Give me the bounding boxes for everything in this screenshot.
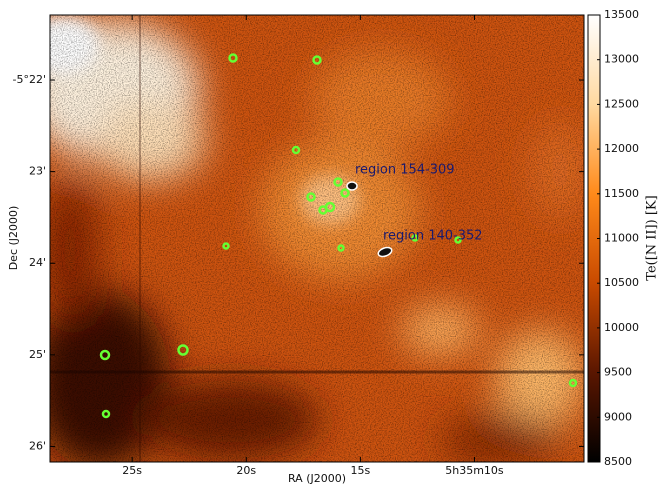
y-tick-label: 24' [29,256,46,269]
colorbar-tick-label: 9000 [604,410,632,423]
annotation: region 140-352 [383,229,483,244]
colorbar-tick-label: 13000 [604,53,639,66]
colorbar-tick-label: 10500 [604,276,639,289]
x-tick-label: 5h35m10s [445,464,504,477]
plot-frame [49,14,585,463]
y-tick-label: 26' [29,439,46,452]
colorbar-tick-label: 13500 [604,8,639,21]
annotation: region 154-309 [355,163,455,178]
colorbar-tick-label: 11000 [604,232,639,245]
colorbar-tick-label: 12000 [604,142,639,155]
x-axis-label: RA (J2000) [288,472,346,485]
colorbar-tick-label: 8500 [604,455,632,468]
colorbar-tick-label: 12500 [604,97,639,110]
colorbar-tick-label: 11500 [604,187,639,200]
x-tick-label: 20s [236,464,256,477]
y-tick-label: 25' [29,348,46,361]
y-tick-label: 23' [29,165,46,178]
colorbar-tick-label: 9500 [604,366,632,379]
x-tick-label: 25s [122,464,142,477]
colorbar-label: Te([N II]) [K] [645,195,660,280]
image [50,15,584,462]
y-axis-label: Dec (J2000) [7,206,20,271]
y-tick-label: -5°22' [13,73,47,86]
x-tick-label: 15s [350,464,370,477]
colorbar-tick-label: 10000 [604,321,639,334]
